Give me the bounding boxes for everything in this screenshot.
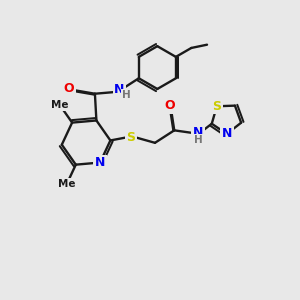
Text: H: H (194, 135, 203, 145)
Text: N: N (222, 128, 232, 140)
Text: Me: Me (51, 100, 69, 110)
Text: N: N (193, 126, 203, 139)
Text: O: O (165, 99, 176, 112)
Text: Me: Me (58, 179, 76, 189)
Text: N: N (114, 83, 124, 96)
Text: N: N (95, 156, 105, 169)
Text: S: S (212, 100, 221, 113)
Text: S: S (126, 131, 135, 144)
Text: O: O (64, 82, 74, 95)
Text: H: H (122, 90, 131, 100)
